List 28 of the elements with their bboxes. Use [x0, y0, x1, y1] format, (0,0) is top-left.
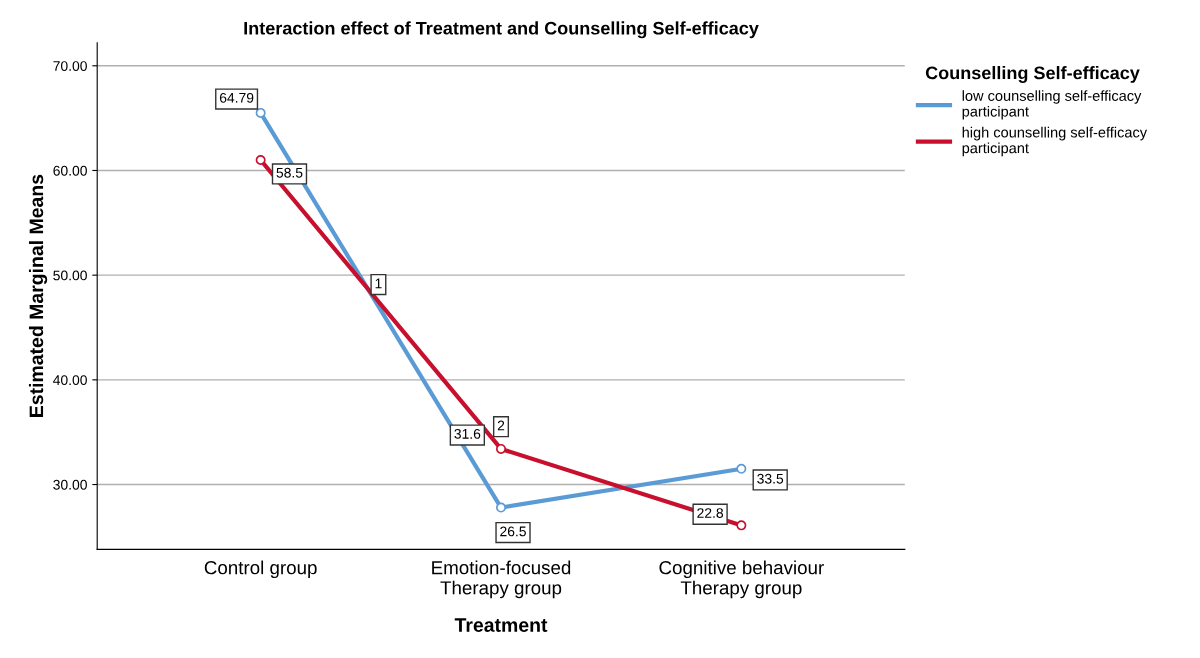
y-axis-title: Estimated Marginal Means: [28, 174, 48, 417]
point: [736, 463, 747, 474]
annotation: 31.6: [454, 428, 481, 439]
x-axis-title: Treatment: [454, 618, 548, 632]
annotation: 58.5: [276, 167, 303, 178]
point: [255, 155, 266, 166]
x-tick-label: Cognitive behaviour Therapy group: [659, 560, 824, 599]
chart-title: Interaction effect of Treatment and Counselling Self-efficacy: [244, 21, 759, 39]
y-tick-label: 30.00: [53, 479, 87, 490]
legend-label: low counselling self-efficacy participant: [962, 90, 1142, 120]
legend-label: high counselling self-efficacy participant: [962, 126, 1148, 157]
y-tick-label: 50.00: [53, 270, 87, 281]
y-tick-label: 40.00: [53, 375, 87, 386]
y-tick-label: 70.00: [53, 61, 87, 71]
annotation: 26.5: [500, 526, 526, 537]
y-tick-label: 60.00: [53, 165, 87, 176]
point: [255, 107, 266, 118]
annotation: 2: [497, 420, 505, 431]
annotation: 33.5: [757, 473, 784, 484]
annotation: 22.8: [697, 508, 724, 518]
x-tick-label: Emotion-focused Therapy group: [432, 560, 571, 599]
point: [495, 502, 507, 513]
point: [736, 520, 747, 531]
annotation: 1: [375, 278, 382, 289]
annotation: 64.79: [219, 92, 254, 103]
point: [495, 443, 507, 454]
legend-title: Counselling Self-efficacy: [925, 66, 1140, 83]
x-tick-label: Control group: [204, 560, 317, 579]
